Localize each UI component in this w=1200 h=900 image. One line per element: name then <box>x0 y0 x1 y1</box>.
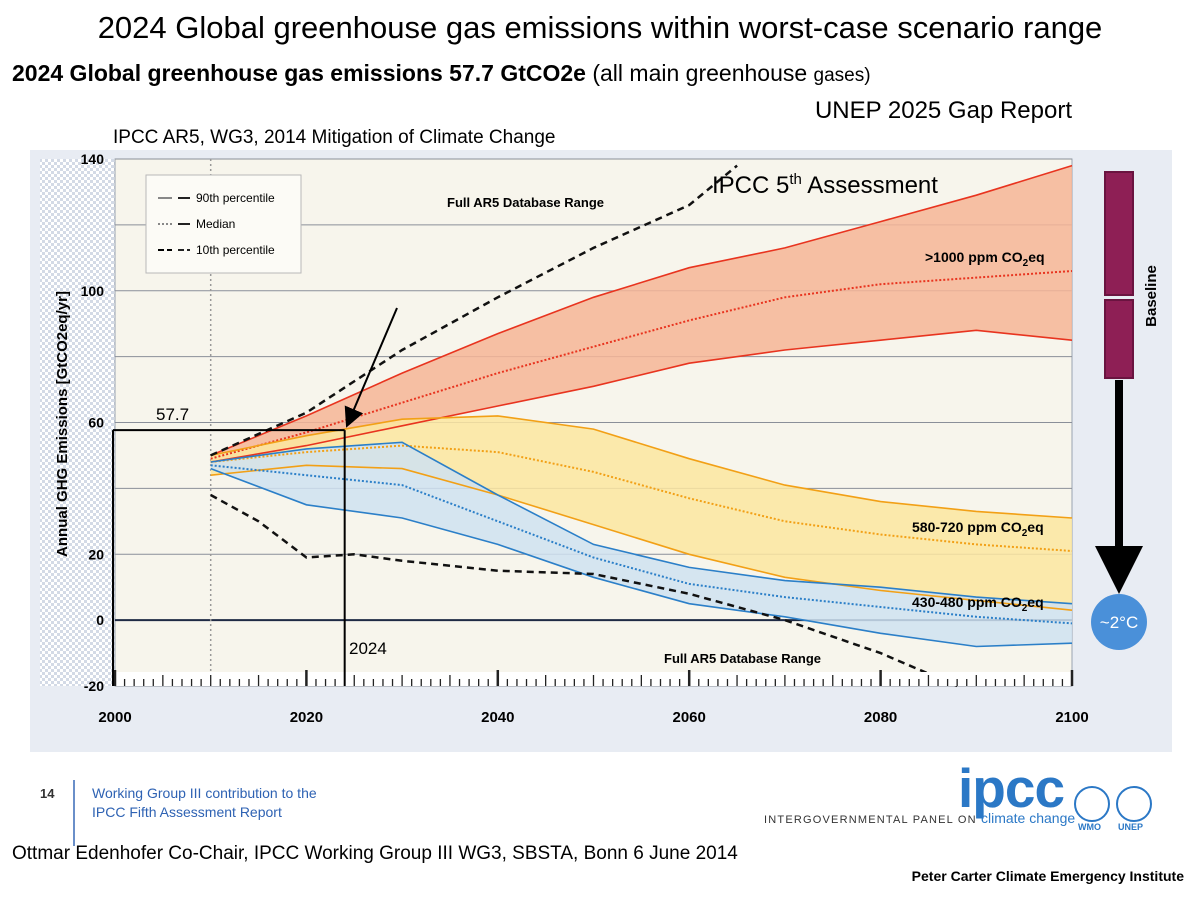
subtitle-small: gases) <box>813 65 871 86</box>
series-label: 580-720 ppm CO2eq <box>912 519 1044 539</box>
x-tick-label: 2080 <box>864 709 897 726</box>
unep-label: UNEP <box>1118 822 1144 832</box>
median-line-2 <box>210 464 1073 625</box>
page-number: 14 <box>40 786 55 801</box>
axis-strip <box>40 159 115 686</box>
legend-entry: 90th percentile <box>196 191 275 205</box>
full-range-upper <box>210 164 738 457</box>
two-degree-circle <box>1091 594 1147 650</box>
p10-line-2 <box>210 467 1073 648</box>
p90-line-2 <box>210 441 1073 605</box>
page-title: 2024 Global greenhouse gas emissions wit… <box>97 10 1103 45</box>
marker-year-label: 2024 <box>349 639 387 658</box>
p90-line-0 <box>210 164 1073 457</box>
baseline-bar-upper <box>1104 171 1134 296</box>
wmo-logo-icon <box>1074 786 1110 822</box>
legend: 90th percentile Median 10th percentile <box>145 174 302 274</box>
y-tick-label: 60 <box>88 415 104 431</box>
p10-line-0 <box>210 329 1073 463</box>
working-group-text: Working Group III contribution to the IP… <box>92 784 392 822</box>
wg-line-2: IPCC Fifth Assessment Report <box>92 804 282 820</box>
band-0 <box>210 165 1072 462</box>
ipcc-logo: ipcc <box>958 757 1065 819</box>
subtitle-bold: 2024 Global greenhouse gas emissions 57.… <box>12 60 586 86</box>
baseline-bar-lower <box>1104 299 1134 379</box>
credit-right: Peter Carter Climate Emergency Institute <box>911 868 1184 884</box>
x-tick-label: 2100 <box>1055 709 1088 726</box>
y-tick-label: 20 <box>88 546 104 562</box>
db-range-bottom-label: Full AR5 Database Range <box>664 651 821 666</box>
subtitle: 2024 Global greenhouse gas emissions 57.… <box>12 60 871 87</box>
series-label: 430-480 ppm CO2eq <box>912 594 1044 614</box>
legend-entry: Median <box>196 217 235 231</box>
credit-left: Ottmar Edenhofer Co-Chair, IPCC Working … <box>12 843 738 864</box>
p10-line-1 <box>210 464 1073 611</box>
marker-value-label: 57.7 <box>156 405 189 424</box>
y-tick-label: 100 <box>81 283 105 299</box>
ipcc-reference: IPCC AR5, WG3, 2014 Mitigation of Climat… <box>113 127 556 148</box>
x-tick-label: 2060 <box>673 709 706 726</box>
ipcc-tagline: INTERGOVERNMENTAL PANEL ON climate chang… <box>764 810 1075 826</box>
y-axis-label: Annual GHG Emissions [GtCO2eq/yr] <box>54 291 71 557</box>
marker-arrow <box>344 307 398 428</box>
y-tick-label: -20 <box>84 678 104 694</box>
footer-divider <box>73 780 75 846</box>
tagline-right: climate change <box>981 810 1076 826</box>
x-tick-label: 2020 <box>290 709 323 726</box>
baseline-label: Baseline <box>1143 265 1160 327</box>
median-line-1 <box>210 444 1073 552</box>
wmo-label: WMO <box>1078 822 1101 832</box>
x-tick-label: 2040 <box>481 709 514 726</box>
subtitle-rest: (all main greenhouse <box>592 60 808 86</box>
db-range-top-label: Full AR5 Database Range <box>447 195 604 210</box>
unep-logo-icon <box>1116 786 1152 822</box>
ipcc5-label: IPCC 5th Assessment <box>712 171 938 199</box>
tagline-left: INTERGOVERNMENTAL PANEL ON <box>764 814 977 826</box>
series-label: >1000 ppm CO2eq <box>925 249 1045 269</box>
wg-line-1: Working Group III contribution to the <box>92 785 317 801</box>
x-tick-label: 2000 <box>98 709 131 726</box>
two-degree-label: ~2°C <box>1100 613 1138 632</box>
y-tick-label: 0 <box>96 612 104 628</box>
source-report: UNEP 2025 Gap Report <box>814 97 1072 124</box>
legend-entry: 10th percentile <box>196 243 275 257</box>
y-tick-label: 140 <box>81 151 105 167</box>
